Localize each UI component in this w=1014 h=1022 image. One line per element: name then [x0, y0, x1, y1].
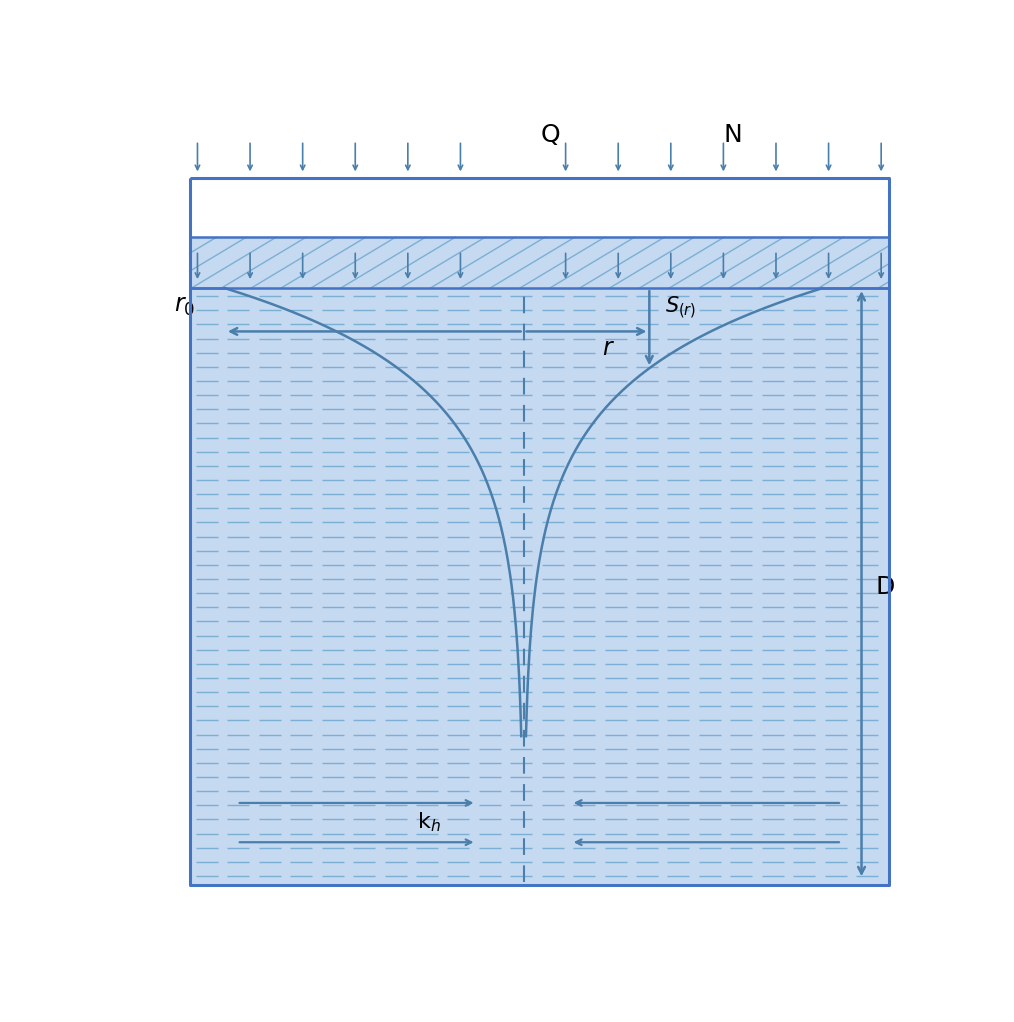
- Text: Q: Q: [540, 123, 561, 147]
- Text: D: D: [876, 574, 895, 599]
- Text: $S_{(r)}$: $S_{(r)}$: [665, 294, 697, 321]
- Bar: [190, 288, 889, 885]
- Text: $r_0$: $r_0$: [174, 294, 195, 318]
- Text: $r$: $r$: [602, 336, 615, 360]
- Bar: [190, 237, 889, 288]
- Text: k$_h$: k$_h$: [418, 810, 441, 834]
- Text: N: N: [724, 123, 742, 147]
